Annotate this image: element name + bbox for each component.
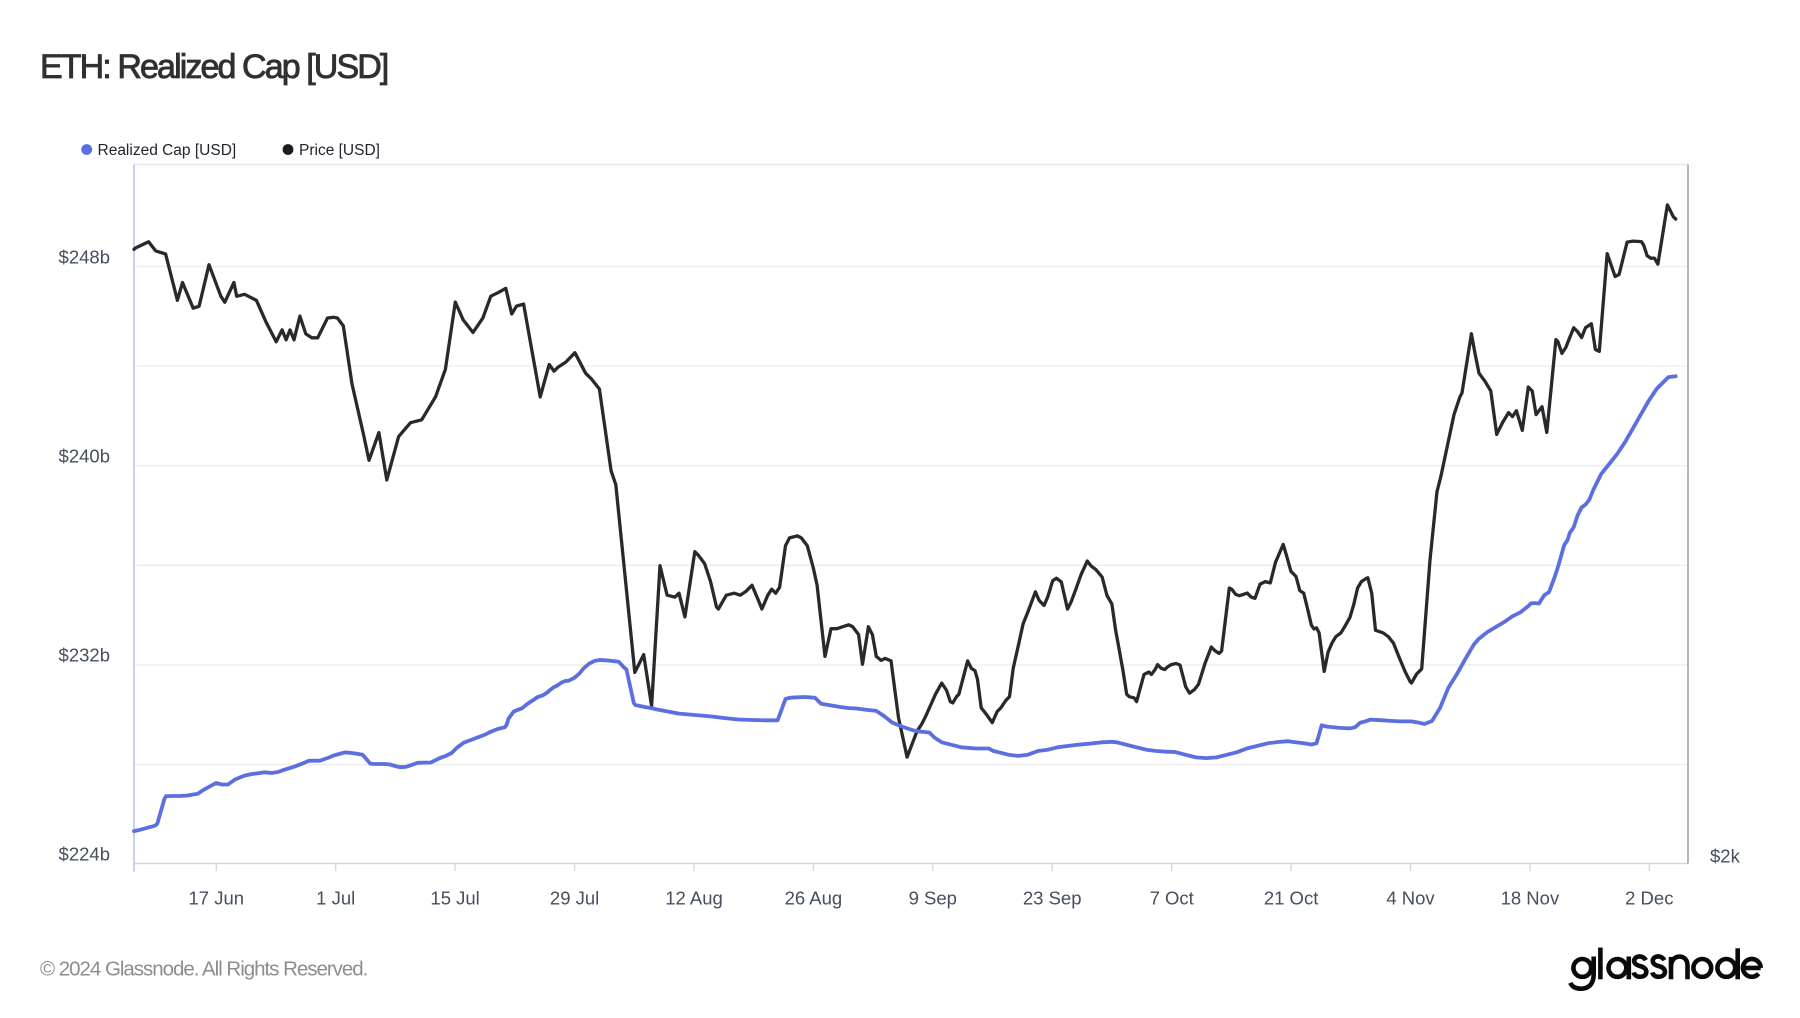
svg-text:15 Jul: 15 Jul [430, 888, 479, 909]
svg-text:18 Nov: 18 Nov [1501, 888, 1560, 909]
svg-text:ETH: Realized Cap [USD]: ETH: Realized Cap [USD] [40, 48, 388, 86]
svg-text:21 Oct: 21 Oct [1264, 888, 1319, 909]
svg-text:$232b: $232b [59, 645, 110, 666]
svg-text:$2k: $2k [1710, 846, 1741, 867]
svg-text:29 Jul: 29 Jul [550, 888, 599, 909]
svg-text:© 2024 Glassnode. All Rights R: © 2024 Glassnode. All Rights Reserved. [40, 958, 367, 981]
svg-text:$224b: $224b [59, 843, 110, 864]
svg-text:Realized Cap [USD]: Realized Cap [USD] [98, 142, 237, 159]
svg-text:17 Jun: 17 Jun [189, 888, 245, 909]
svg-text:$248b: $248b [59, 246, 110, 267]
svg-text:2 Dec: 2 Dec [1625, 888, 1673, 909]
svg-text:26 Aug: 26 Aug [785, 888, 843, 909]
svg-text:7 Oct: 7 Oct [1150, 888, 1194, 909]
svg-text:9 Sep: 9 Sep [909, 888, 957, 909]
svg-text:23 Sep: 23 Sep [1023, 888, 1082, 909]
svg-text:$240b: $240b [59, 446, 110, 467]
svg-text:4 Nov: 4 Nov [1386, 888, 1435, 909]
svg-text:Price [USD]: Price [USD] [299, 142, 380, 159]
svg-text:12 Aug: 12 Aug [665, 888, 723, 909]
svg-text:1 Jul: 1 Jul [316, 888, 355, 909]
